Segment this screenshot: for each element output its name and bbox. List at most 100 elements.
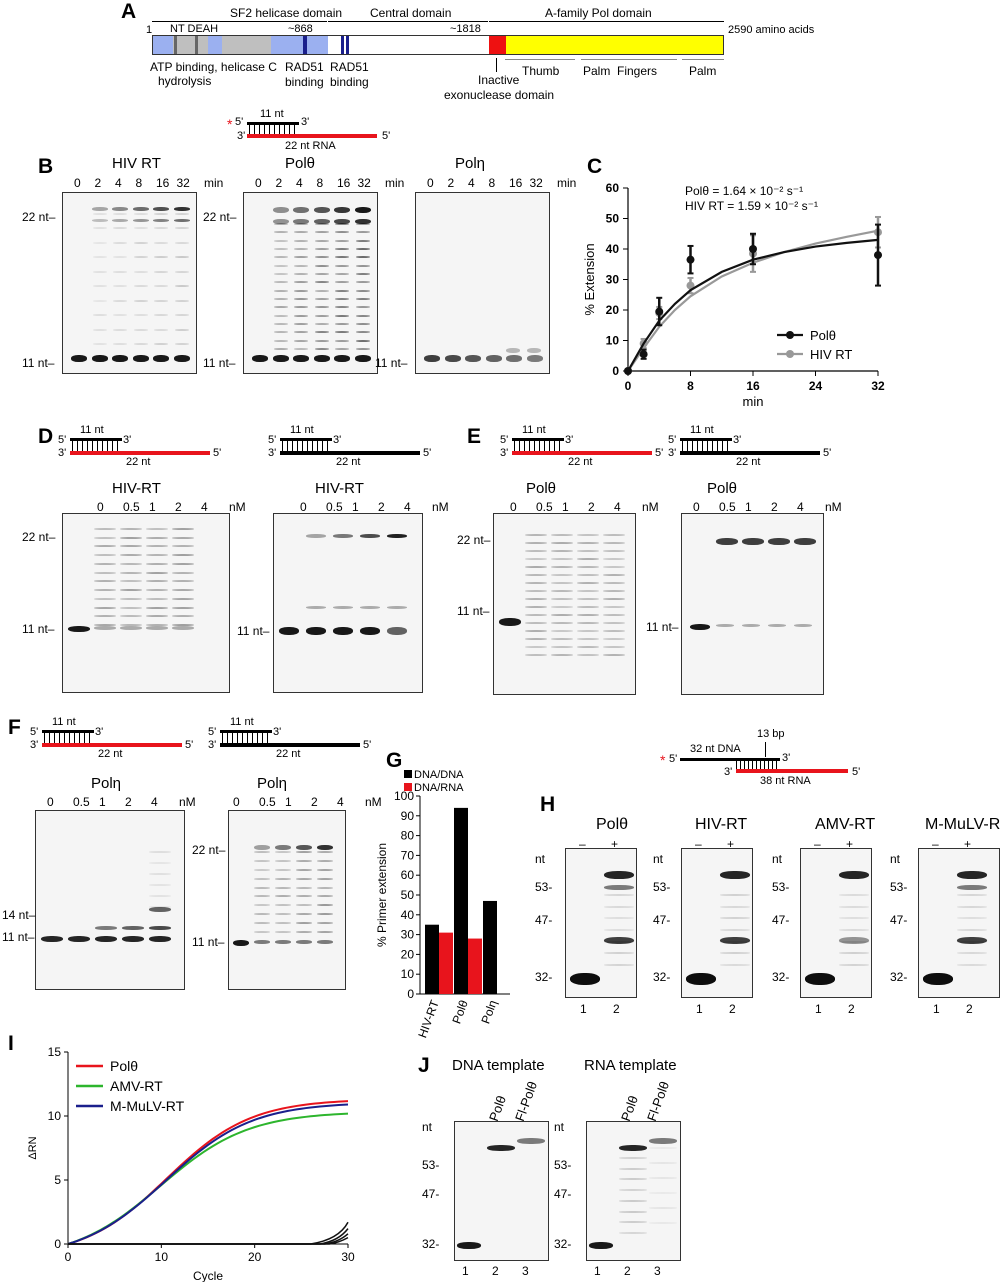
y-tick-label: 10: [48, 1109, 62, 1123]
size-marker-top: 22 nt–: [203, 210, 237, 224]
ladder-band: [275, 859, 291, 862]
conc-label: 0: [693, 500, 700, 514]
legend-marker: [786, 331, 794, 339]
ladder-band: [577, 646, 599, 648]
ladder-band: [149, 851, 171, 853]
ladder-band: [355, 331, 370, 334]
ladder-band: [174, 213, 189, 215]
gel-b1: [243, 192, 378, 374]
ladder-band: [525, 630, 547, 632]
conc-label: 2: [175, 500, 182, 514]
time-label: 16: [156, 176, 170, 190]
ladder-band: [619, 1157, 647, 1159]
ladder-band: [603, 582, 625, 584]
marker-32: 32-: [554, 1237, 572, 1251]
ladder-band: [317, 877, 333, 880]
category-label: Polθ: [449, 998, 470, 1026]
y-tick-label: 70: [401, 848, 415, 862]
rad51-binding-1b: binding: [285, 75, 324, 89]
y-tick-label: 100: [394, 789, 414, 803]
substrate-bottom: 22 nt: [98, 748, 123, 760]
ladder-band: [294, 223, 308, 225]
substrate-top: 11 nt: [522, 424, 546, 436]
ladder-band: [720, 964, 750, 966]
product-band: [360, 534, 380, 538]
primer-band: [499, 618, 521, 626]
ladder-band: [94, 545, 116, 548]
ladder-band: [94, 624, 116, 626]
ladder-band: [94, 554, 116, 557]
product-band: [173, 219, 190, 222]
primer-band: [506, 355, 522, 362]
product-band: [272, 219, 289, 224]
gel-e1-title: Polθ: [707, 480, 738, 497]
ladder-band: [839, 905, 869, 908]
ladder-band: [603, 550, 625, 552]
ladder-band: [174, 270, 189, 273]
ladder-band: [154, 213, 168, 215]
kinetics-chart: 0 10 20 30 40 50 60 0 8 16 24 32 min % Extension Polθ …: [582, 181, 885, 409]
substrate-three: 3': [123, 434, 132, 446]
ladder-band: [335, 239, 349, 242]
pos-start: 1: [146, 24, 153, 36]
ladder-band: [146, 554, 168, 557]
size-marker-top: 22 nt–: [22, 530, 56, 544]
ladder-band: [113, 328, 127, 331]
ladder-band: [294, 248, 308, 250]
annotation-poltheta-rate: Polθ = 1.64 × 10⁻² s⁻¹: [685, 184, 803, 198]
ladder-band: [273, 348, 288, 350]
gel-title-h3: M-MuLV-RT: [925, 816, 1000, 833]
ladder-band: [720, 952, 750, 955]
ladder-band: [154, 343, 168, 345]
ladder-band: [273, 273, 288, 275]
ladder-band: [154, 270, 168, 273]
gel-d0: [62, 513, 230, 693]
ladder-band: [92, 270, 107, 273]
marker-53: 53-: [890, 880, 908, 894]
marker-47: 47-: [554, 1187, 572, 1201]
legend-marker: [786, 350, 794, 358]
ladder-band: [551, 646, 573, 648]
ladder-band: [254, 895, 270, 898]
primer-band: [71, 355, 87, 362]
lane-number: 1: [815, 1002, 822, 1016]
ladder-band: [254, 859, 270, 862]
ladder-band: [314, 256, 329, 259]
nt-label: nt: [772, 852, 783, 866]
gel-h0: [565, 848, 637, 998]
ladder-band: [314, 348, 329, 350]
ladder-band: [603, 566, 625, 568]
ladder-band: [335, 298, 349, 300]
substrate-five-b: 5': [213, 447, 222, 459]
substrate-three: 3': [273, 726, 282, 738]
lane-number: 2: [613, 1002, 620, 1016]
fit-line-HIV RT: [627, 229, 879, 372]
ladder-band: [92, 213, 107, 215]
ladder-band: [314, 289, 329, 292]
ladder-band: [317, 868, 333, 871]
ladder-band: [296, 859, 312, 862]
y-tick-label: 90: [401, 809, 415, 823]
ladder-band: [577, 614, 599, 616]
ladder-band: [273, 231, 288, 234]
conc-label: 0.5: [73, 795, 90, 809]
substrate-top: 11 nt: [690, 424, 714, 436]
legend-swatch: [404, 770, 412, 778]
substrate-top: 11 nt: [80, 424, 104, 436]
lane-number: 2: [966, 1002, 973, 1016]
ladder-band: [133, 270, 148, 273]
ladder-band: [296, 877, 312, 880]
primer-band: [387, 627, 407, 635]
ladder-band: [619, 1178, 647, 1181]
lane-sign-plus: +: [846, 837, 854, 851]
ladder-band: [133, 328, 148, 331]
ladder-band: [525, 558, 547, 560]
size-marker-bottom: 11 nt–: [2, 930, 35, 944]
lane-number: 2: [624, 1264, 631, 1278]
data-point: [749, 245, 757, 253]
y-tick-label: 5: [54, 1173, 61, 1187]
ladder-band: [149, 873, 171, 875]
ladder-band: [273, 339, 288, 342]
conc-label: 2: [125, 795, 132, 809]
x-tick-label: 24: [809, 379, 823, 393]
